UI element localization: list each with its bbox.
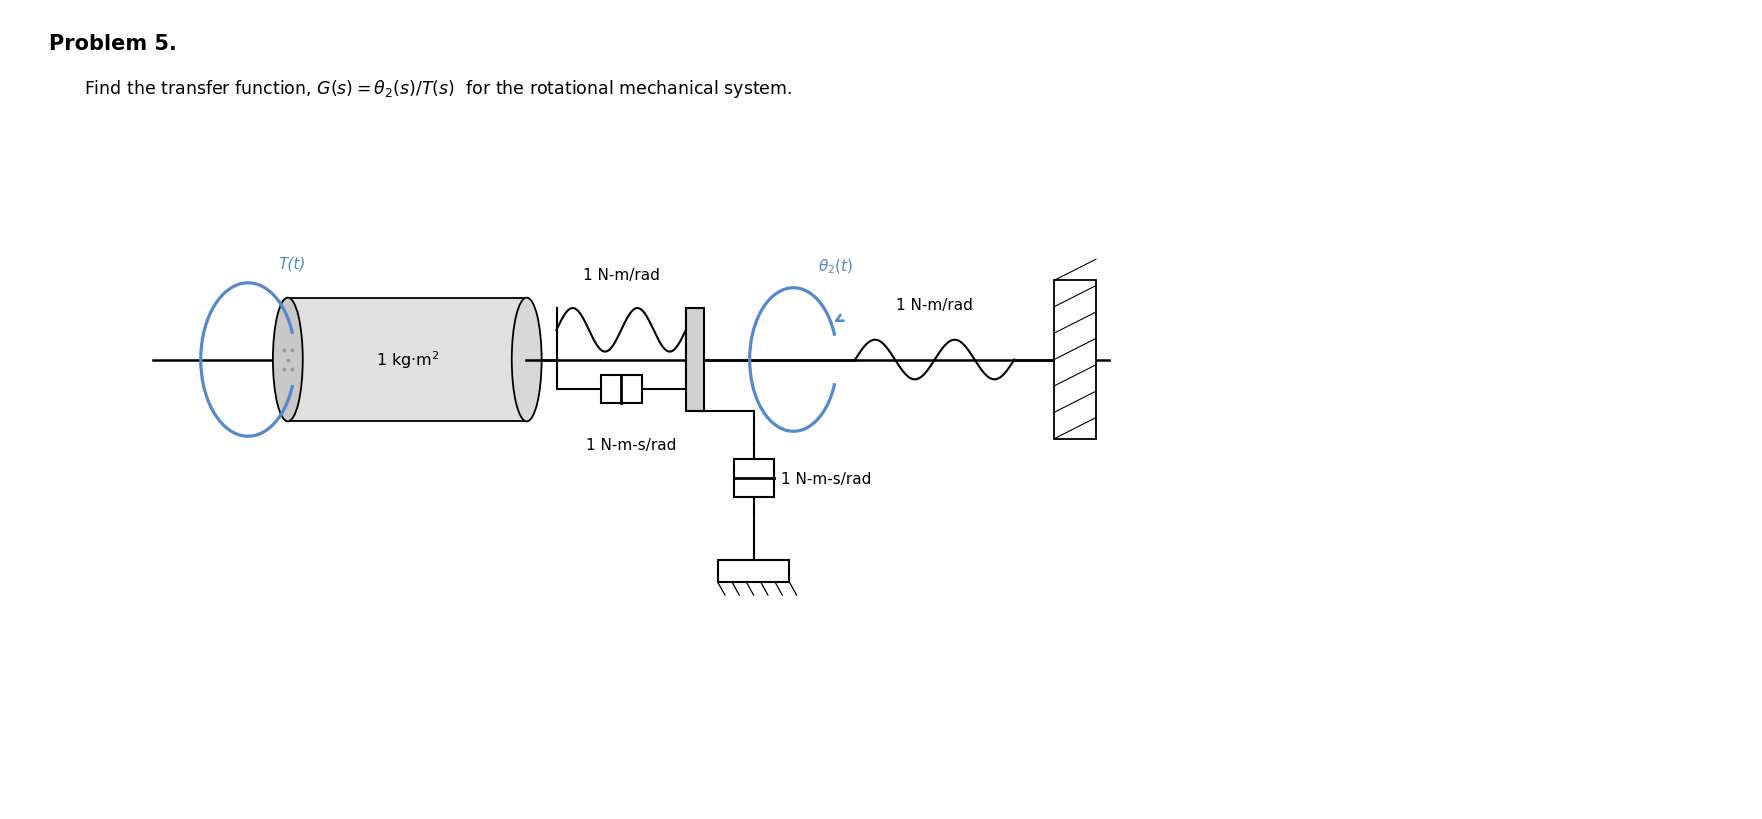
Text: Find the transfer function, $G(s) =\theta_2(s)/T(s)$  for the rotational mechani: Find the transfer function, $G(s) =\thet… (85, 79, 791, 100)
Ellipse shape (273, 298, 303, 422)
Text: 1 N-m-s/rad: 1 N-m-s/rad (782, 471, 872, 486)
Text: 1 N-m-s/rad: 1 N-m-s/rad (587, 437, 677, 452)
Text: 1 N-m/rad: 1 N-m/rad (897, 297, 973, 313)
Bar (1054, 281, 1096, 439)
Bar (733, 459, 774, 498)
Text: Problem 5.: Problem 5. (49, 34, 176, 54)
Bar (287, 298, 527, 422)
Text: $\theta_2(t)$: $\theta_2(t)$ (818, 258, 853, 276)
Text: 1 N-m/rad: 1 N-m/rad (583, 268, 659, 283)
Text: T(t): T(t) (278, 256, 305, 271)
Bar (717, 561, 789, 582)
Bar (601, 376, 641, 404)
Bar (685, 308, 703, 412)
Ellipse shape (511, 298, 541, 422)
Text: 1 kg$\cdot$m$^2$: 1 kg$\cdot$m$^2$ (375, 349, 439, 371)
